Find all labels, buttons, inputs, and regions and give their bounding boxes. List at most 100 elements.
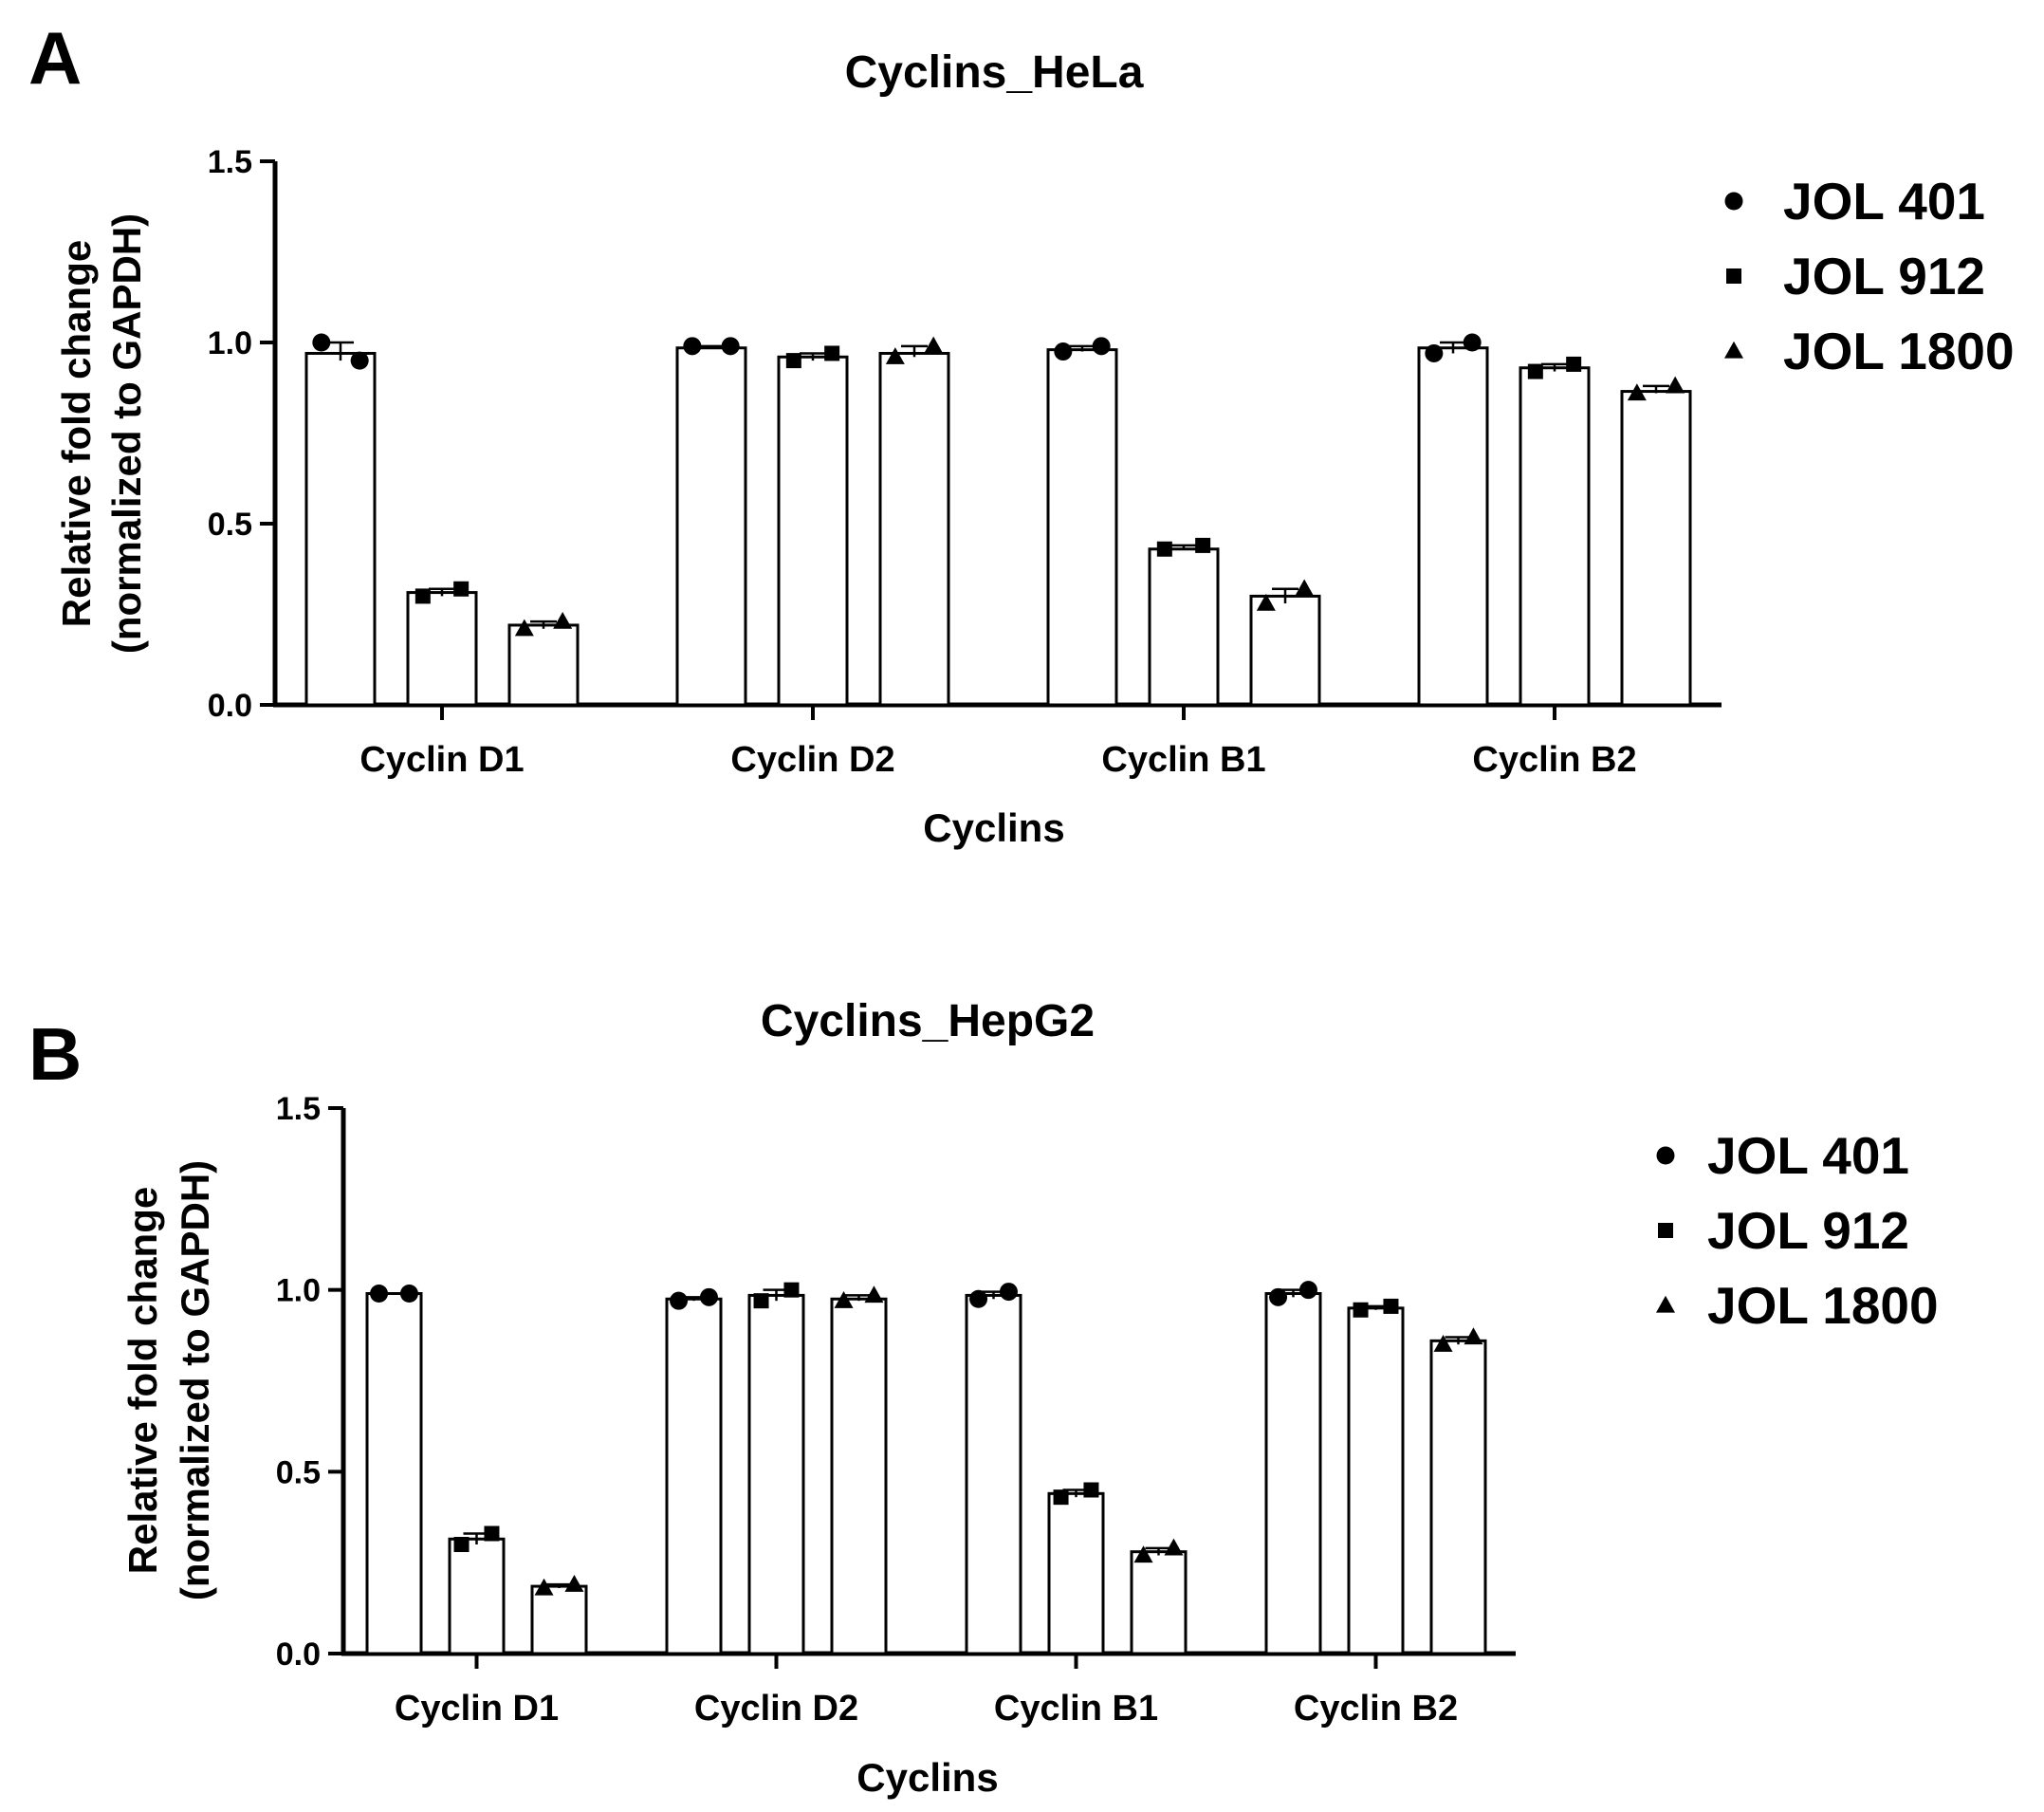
data-point-square [1195, 537, 1211, 553]
y-axis-title-line-1: Relative fold change [120, 1187, 165, 1574]
data-point-triangle [1627, 383, 1647, 401]
bar [1429, 1339, 1487, 1655]
x-tick-label: Cyclin B2 [1294, 1689, 1458, 1729]
chart-title-b: Cyclins_HepG2 [761, 996, 1095, 1046]
data-point-square [1353, 1302, 1369, 1318]
bar [1347, 1306, 1405, 1655]
bar [304, 351, 377, 707]
y-axis-title-line-2: (normalized to GAPDH) [173, 1160, 217, 1600]
bar [665, 1297, 723, 1655]
legend-label: JOL 912 [1783, 247, 1985, 305]
y-tick-label: 0.0 [276, 1636, 321, 1673]
data-point-square [453, 581, 470, 597]
plot-area-b: 0.0 0.5 1.0 1.5 Relative fold change (normali… [120, 1091, 1939, 1800]
y-axis-title-line-2: (normalized to GAPDH) [104, 213, 149, 654]
data-point-circle [1463, 333, 1482, 352]
bar [1620, 390, 1692, 707]
legend-label: JOL 1800 [1783, 322, 2015, 380]
data-point-square [1156, 541, 1172, 557]
data-point-circle [1269, 1287, 1288, 1306]
x-tick-label: Cyclin D2 [694, 1689, 858, 1729]
data-point-square [785, 353, 801, 369]
data-point-triangle [1133, 1545, 1153, 1563]
y-tick-label: 1.0 [208, 325, 252, 361]
x-tick-label: Cyclin D2 [730, 740, 894, 780]
legend-marker-circle [1656, 1146, 1675, 1165]
x-tick-label: Cyclin D1 [395, 1689, 559, 1729]
data-point-circle [721, 337, 740, 356]
legend-marker-circle [1724, 192, 1743, 211]
data-point-circle [699, 1287, 718, 1306]
y-tick-label: 1.0 [276, 1273, 321, 1309]
chart-title-a: Cyclins_HeLa [845, 47, 1144, 98]
legend-label: JOL 401 [1783, 172, 1985, 231]
data-point-square [1083, 1482, 1099, 1498]
bar [965, 1293, 1022, 1655]
data-point-circle [312, 333, 331, 352]
data-point-triangle [885, 347, 905, 364]
data-point-circle [1092, 337, 1111, 356]
y-tick-label: 0.0 [208, 688, 252, 724]
bar [1417, 346, 1489, 707]
data-point-triangle [1164, 1538, 1184, 1556]
x-tick-label: Cyclin B2 [1472, 740, 1636, 780]
data-point-triangle [1666, 376, 1685, 394]
legend-label: JOL 912 [1707, 1201, 1909, 1260]
bar [365, 1292, 423, 1655]
plot-area-a: 0.0 0.5 1.0 1.5 Relative fold change (normali… [54, 144, 2015, 850]
data-point-circle [969, 1289, 988, 1308]
data-point-circle [1298, 1281, 1317, 1300]
y-tick-label: 0.5 [208, 507, 252, 543]
bar [406, 591, 478, 707]
data-point-circle [350, 351, 369, 370]
data-point-triangle [864, 1285, 884, 1304]
y-axis-title-line-1: Relative fold change [54, 240, 99, 627]
data-point-triangle [1256, 593, 1276, 611]
data-point-square [1527, 363, 1543, 379]
panel-b: B Cyclins_HepG2 0.0 0.5 1.0 1.5 Relative fol… [28, 996, 1939, 1800]
data-point-circle [399, 1285, 418, 1303]
panel-label-a: A [28, 16, 82, 100]
data-point-square [753, 1293, 769, 1309]
bar [777, 355, 849, 707]
bar [675, 346, 747, 707]
data-point-triangle [1295, 579, 1315, 597]
bar [878, 351, 950, 707]
data-point-square [484, 1525, 500, 1542]
legend-label: JOL 1800 [1707, 1276, 1939, 1335]
legend-marker-square [1726, 268, 1741, 284]
x-tick-label: Cyclin B1 [1101, 740, 1265, 780]
y-tick-label: 1.5 [208, 144, 252, 180]
data-point-square [1383, 1298, 1399, 1314]
x-tick-label: Cyclin D1 [359, 740, 524, 780]
bar [530, 1584, 588, 1655]
data-point-square [414, 588, 431, 604]
bar [507, 623, 580, 707]
data-point-circle [370, 1285, 389, 1303]
bar [1148, 547, 1220, 707]
data-point-circle [683, 337, 702, 356]
bar [1130, 1550, 1188, 1655]
bar [1047, 1491, 1105, 1655]
data-point-circle [1425, 343, 1444, 362]
bar [1249, 594, 1321, 707]
y-tick-label: 0.5 [276, 1454, 321, 1490]
legend-marker-triangle [1656, 1295, 1675, 1313]
panel-a: A Cyclins_HeLa 0.0 0.5 1.0 1.5 Relative fold… [28, 16, 2015, 850]
data-point-square [1566, 356, 1582, 372]
data-point-triangle [834, 1290, 854, 1308]
data-point-triangle [564, 1574, 584, 1592]
data-point-square [1053, 1489, 1069, 1506]
legend-marker-square [1658, 1223, 1673, 1238]
data-point-square [824, 345, 840, 361]
data-point-triangle [553, 611, 573, 629]
bar [747, 1293, 805, 1655]
data-point-circle [999, 1283, 1018, 1302]
data-point-square [783, 1282, 800, 1298]
data-point-triangle [514, 619, 534, 637]
data-point-triangle [1433, 1334, 1453, 1352]
legend-marker-triangle [1724, 341, 1743, 359]
x-axis-title: Cyclins [923, 805, 1064, 850]
data-point-circle [670, 1291, 689, 1310]
